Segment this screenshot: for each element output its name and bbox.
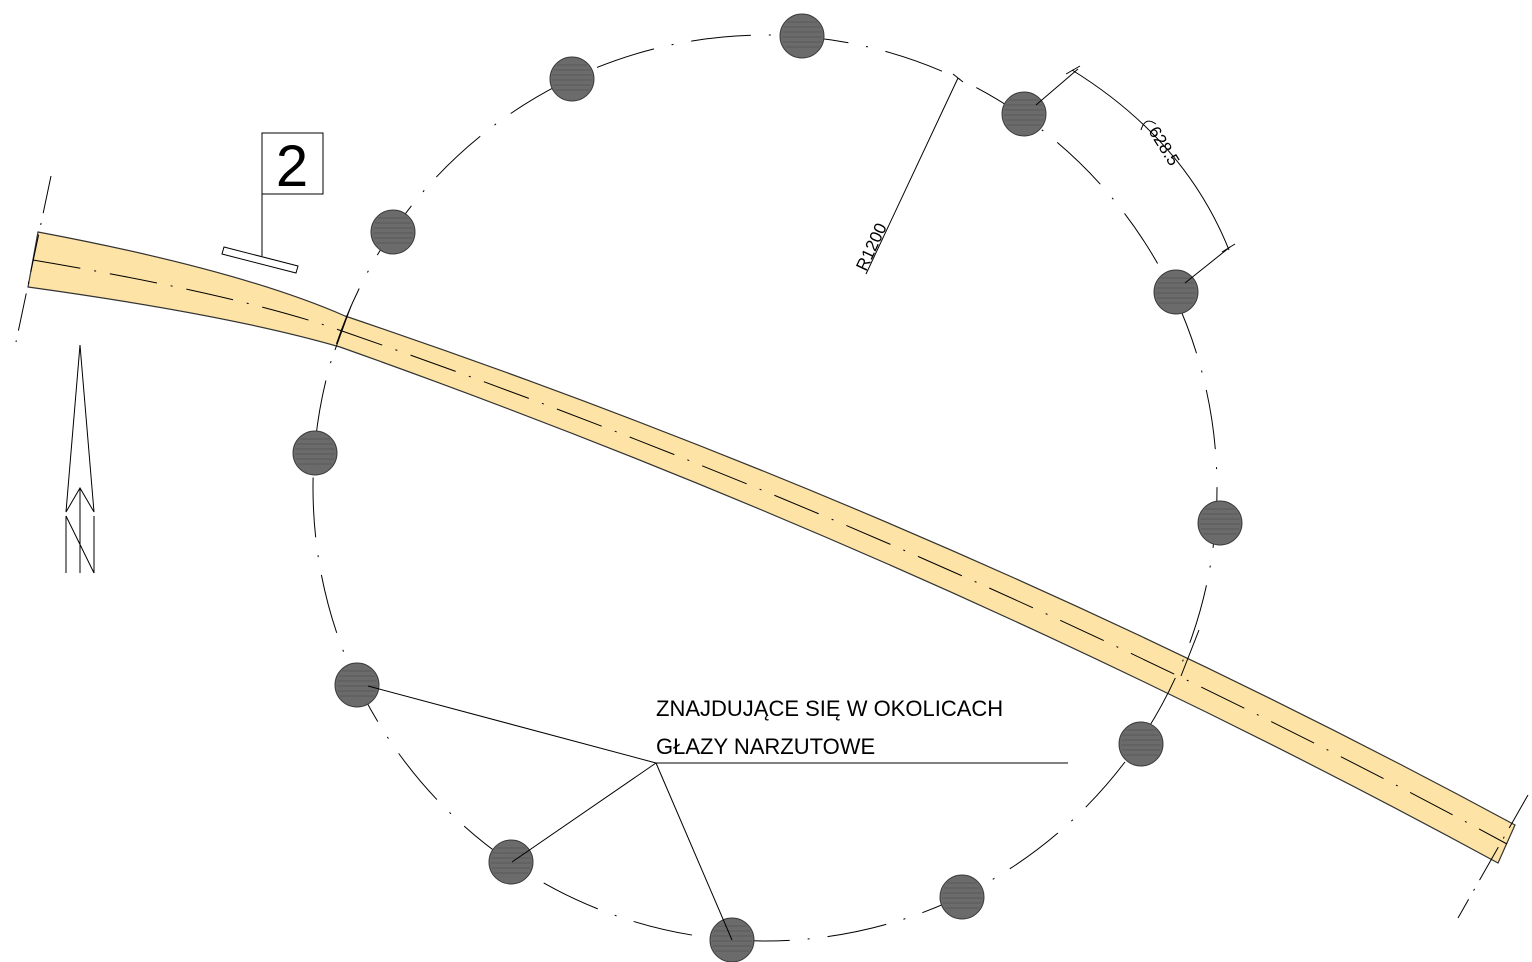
arc-tick-top <box>1065 65 1081 75</box>
road-surface <box>27 231 1516 864</box>
leader-to-boulder-left <box>367 685 657 764</box>
road-end-tick-right <box>1457 794 1529 919</box>
boulder-6 <box>292 430 338 476</box>
annotation-line-1: ZNAJDUJĄCE SIĘ W OKOLICACH <box>656 696 1003 721</box>
north-arrow-needle <box>65 344 95 513</box>
boulder-9 <box>1118 721 1164 767</box>
radius-leader <box>865 77 959 275</box>
road <box>15 175 1529 919</box>
arc-extension-top <box>1035 68 1079 106</box>
arc-dimension-line <box>1071 69 1230 251</box>
radius-tick <box>952 73 964 83</box>
boulder-4 <box>370 209 416 255</box>
arc-dimension: 628.5 <box>1035 65 1236 284</box>
radius-label: R1200 <box>852 220 890 273</box>
boulder-8 <box>334 662 380 708</box>
marker-box <box>261 132 324 195</box>
radius-dimension: R1200 <box>852 73 964 275</box>
annotation-line-2: GŁAZY NARZUTOWE <box>656 734 875 759</box>
boulder-5 <box>1153 269 1199 315</box>
boulder-ring <box>312 34 1218 942</box>
north-arrow-icon <box>65 344 95 574</box>
leader-to-boulder-bottom-left <box>511 762 657 863</box>
boulder-7 <box>1197 500 1243 546</box>
boulder-annotation: ZNAJDUJĄCE SIĘ W OKOLICACH GŁAZY NARZUTO… <box>367 685 1068 941</box>
boulder-3 <box>1001 91 1047 137</box>
leader-to-boulder-bottom <box>655 762 733 941</box>
marker-base <box>221 246 299 274</box>
marker-number: 2 <box>276 134 308 199</box>
arc-length-symbol <box>1140 120 1157 131</box>
boulder-1 <box>779 13 825 59</box>
road-cross-mark-right <box>1180 629 1200 677</box>
arc-tick-bottom <box>1221 243 1236 253</box>
road-end-tick-left <box>15 175 52 343</box>
arc-extension-bottom <box>1184 246 1231 284</box>
boulder-11 <box>939 874 985 920</box>
arc-label: 628.5 <box>1145 123 1184 169</box>
boulder-10 <box>488 839 534 885</box>
marker-sign: 2 <box>221 132 324 274</box>
road-centerline <box>32 259 1508 845</box>
boulder-2 <box>549 56 595 102</box>
